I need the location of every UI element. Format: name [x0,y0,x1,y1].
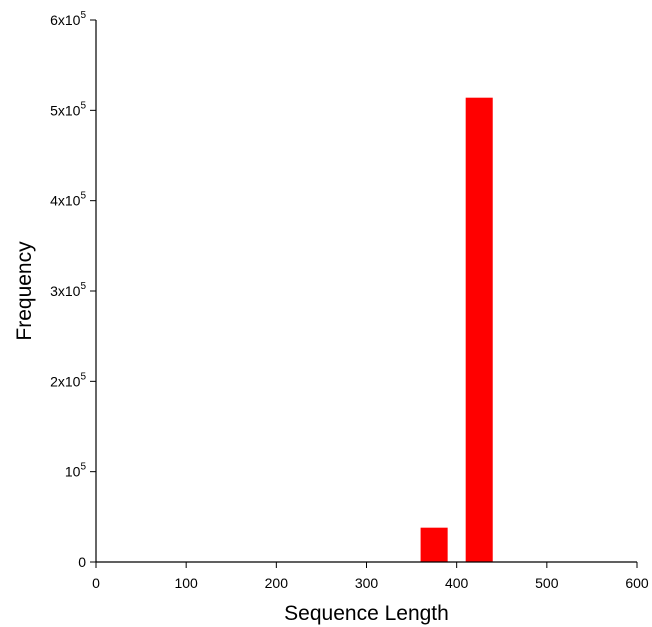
y-tick-label: 3x105 [50,281,86,299]
x-tick-label: 300 [355,575,379,591]
y-tick-label: 105 [65,462,87,480]
bars-group [420,97,493,562]
x-tick-label: 400 [445,575,469,591]
bar-1 [465,97,493,562]
ticks-group: 0 100 200 300 400 500 600 0 105 2x105 3x105 4x105 5x… [50,10,649,591]
x-tick-label: 500 [535,575,559,591]
y-tick-label: 5x105 [50,100,86,118]
x-axis-title: Sequence Length [284,602,449,625]
y-tick-label: 0 [78,554,86,570]
y-tick-label: 6x105 [50,10,86,28]
x-tick-label: 200 [265,575,289,591]
y-tick-label: 4x105 [50,191,86,209]
x-tick-label: 0 [92,575,100,591]
y-tick-label: 2x105 [50,371,86,389]
axes-group [95,20,637,563]
bar-0 [420,527,448,562]
y-axis-title: Frequency [13,241,36,341]
x-tick-label: 600 [625,575,649,591]
x-tick-label: 100 [174,575,198,591]
